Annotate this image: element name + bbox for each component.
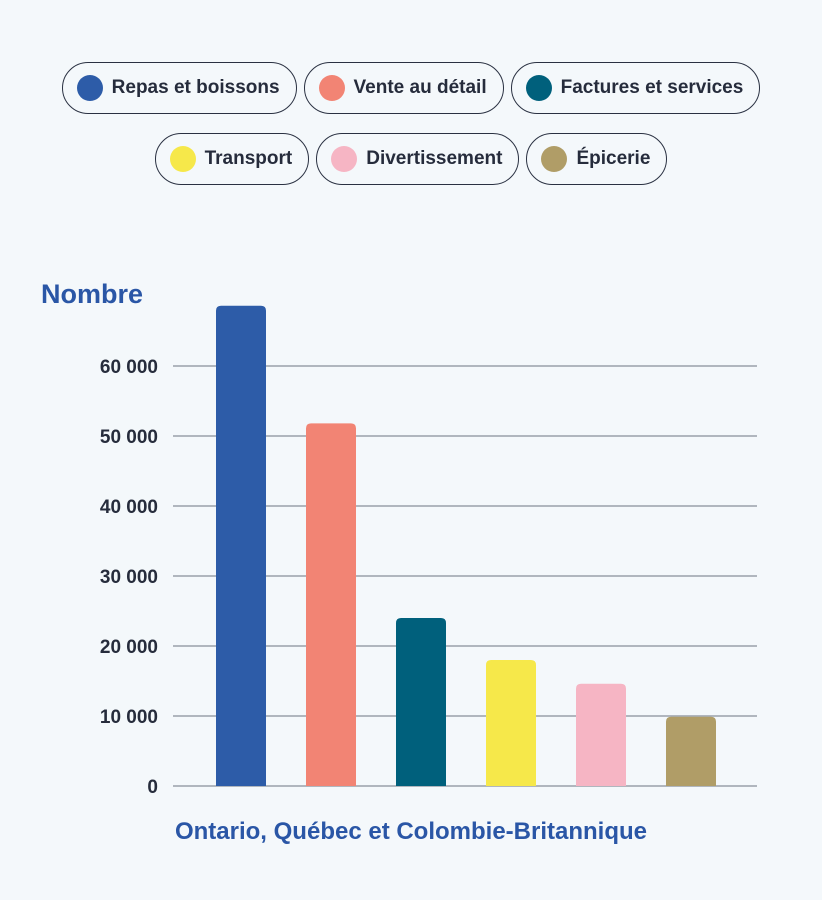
legend-label: Factures et services [560,77,744,98]
y-tick-label: 20 000 [100,637,158,658]
bar [216,305,266,786]
y-tick-label: 30 000 [100,567,158,588]
y-tick-label: 0 [147,777,158,798]
legend-swatch [318,75,345,101]
y-axis-title: Nombre [41,279,144,309]
legend-label: Transport [204,148,293,169]
bar [576,683,626,786]
legend-item[interactable]: Divertissement [316,133,520,185]
bar [396,618,446,786]
legend-swatch [331,146,358,172]
legend-item[interactable]: Repas et boissons [61,62,297,114]
y-tick-label: 60 000 [100,357,158,378]
bar [486,660,536,786]
legend-row-2: Transport Divertissement Épicerie [0,133,822,185]
legend-swatch [525,75,552,101]
legend-label: Vente au détail [353,77,487,98]
legend-swatch [169,146,196,172]
legend-label: Divertissement [366,148,503,169]
legend-row-1: Repas et boissons Vente au détail Factures… [0,62,822,114]
y-tick-label: 50 000 [100,427,158,448]
legend-item[interactable]: Factures et services [510,62,761,114]
bar [666,716,716,786]
x-axis-title: Ontario, Québec et Colombie-Britannique [174,818,648,845]
legend-label: Repas et boissons [111,77,280,98]
y-tick-label: 10 000 [100,707,158,728]
legend-item[interactable]: Vente au détail [303,62,504,114]
legend-swatch [76,75,103,101]
legend-item[interactable]: Épicerie [526,133,668,185]
bar [306,423,356,786]
legend-swatch [541,146,568,172]
legend-label: Épicerie [576,148,651,169]
legend-item[interactable]: Transport [154,133,310,185]
y-tick-label: 40 000 [100,497,158,518]
